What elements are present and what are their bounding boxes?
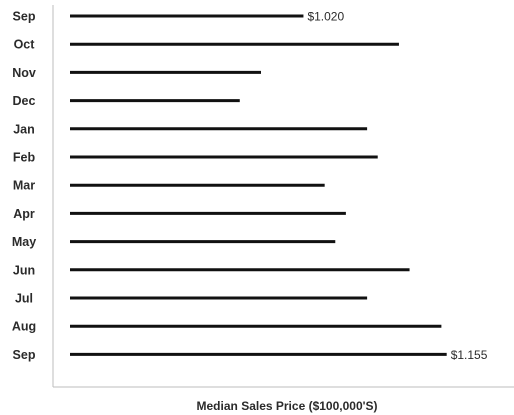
- data-label-12: $1.155: [451, 348, 488, 362]
- category-label-8: May: [12, 235, 36, 249]
- category-label-5: Feb: [13, 151, 36, 165]
- category-label-12: Sep: [13, 348, 36, 362]
- data-labels: $1.020 $1.155: [307, 10, 487, 362]
- x-axis-title: Median Sales Price ($100,000'S): [197, 399, 378, 413]
- data-label-0: $1.020: [307, 10, 344, 24]
- category-label-7: Apr: [13, 207, 35, 221]
- category-label-0: Sep: [13, 10, 36, 24]
- category-label-1: Oct: [14, 38, 36, 52]
- category-label-2: Nov: [12, 66, 36, 80]
- category-label-4: Jan: [13, 122, 35, 136]
- category-label-3: Dec: [13, 94, 36, 108]
- category-label-6: Mar: [13, 179, 35, 193]
- category-label-9: Jun: [13, 263, 35, 277]
- category-labels: Sep Oct Nov Dec Jan Feb Mar Apr May Jun Jul Aug Sep: [12, 10, 36, 362]
- category-label-10: Jul: [15, 292, 33, 306]
- category-label-11: Aug: [12, 320, 36, 334]
- bars-group: [70, 14, 447, 356]
